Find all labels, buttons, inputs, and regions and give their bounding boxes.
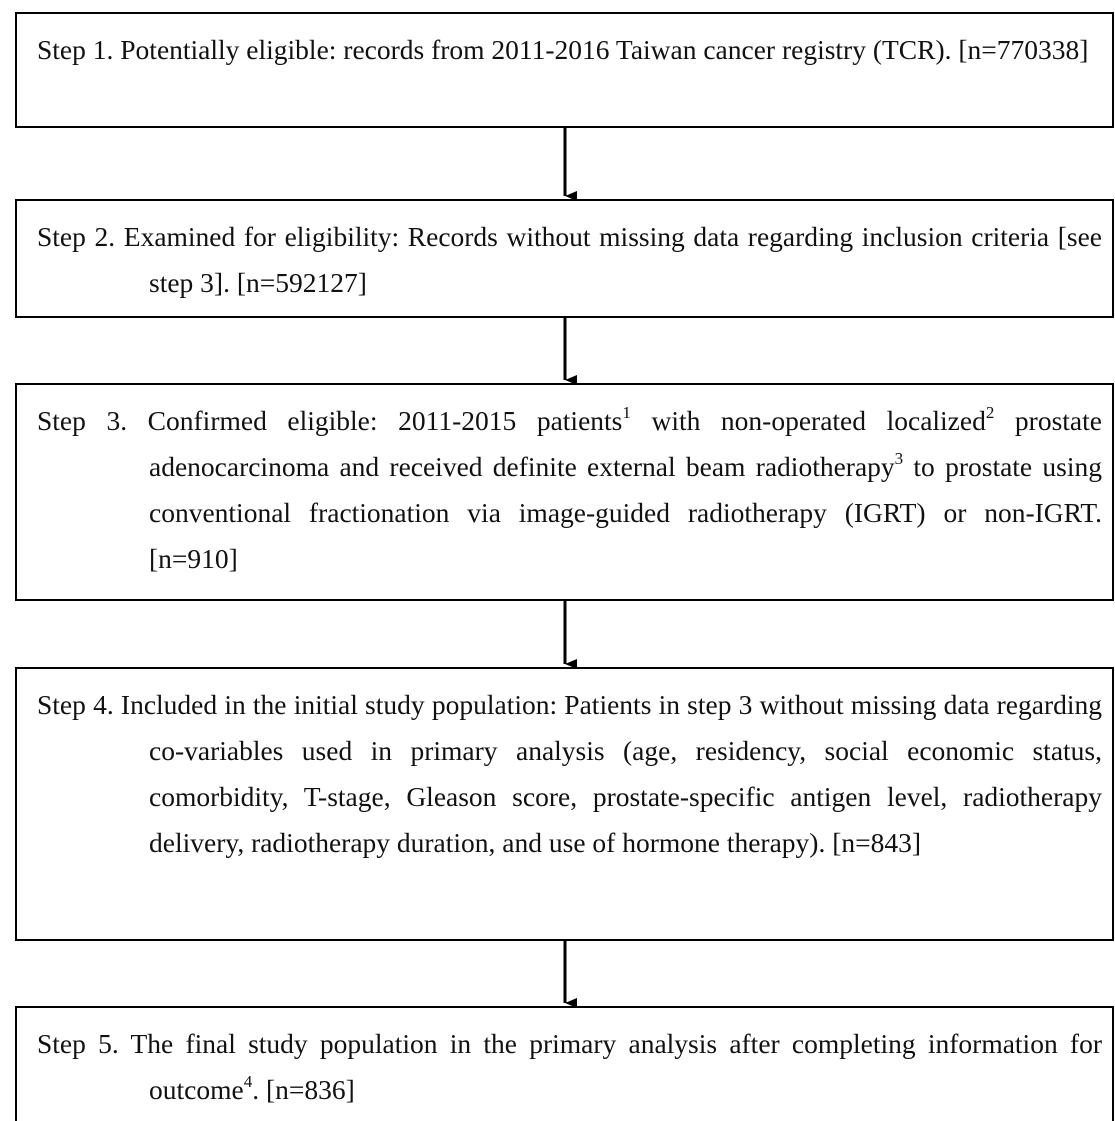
- step-text-part: Step 3. Confirmed eligible: 2011-2015 pa…: [37, 405, 623, 436]
- step-text: Step 3. Confirmed eligible: 2011-2015 pa…: [17, 385, 1112, 582]
- step-box: Step 2. Examined for eligibility: Record…: [15, 199, 1114, 318]
- step-text-part: with non-operated localized: [630, 405, 986, 436]
- step-text-part: to prostate using conventional fractiona…: [149, 451, 1102, 574]
- footnote-mark: 2: [985, 403, 995, 422]
- step-text: Step 1. Potentially eligible: records fr…: [17, 14, 1112, 73]
- step-text-part: prostate adenocarcinoma and received def…: [149, 405, 1102, 482]
- step-box: Step 4. Included in the initial study po…: [15, 667, 1114, 941]
- step-box: Step 5. The final study population in th…: [15, 1006, 1114, 1121]
- step-box: Step 1. Potentially eligible: records fr…: [15, 12, 1114, 128]
- step-text: Step 5. The final study population in th…: [17, 1008, 1112, 1113]
- step-text: Step 4. Included in the initial study po…: [17, 669, 1112, 866]
- step-text-part: . [n=836]: [252, 1074, 355, 1105]
- footnote-mark: 3: [894, 449, 904, 468]
- step-text-part: Step 2. Examined for eligibility: Record…: [37, 221, 1102, 298]
- footnote-mark: 4: [243, 1072, 253, 1091]
- step-text: Step 2. Examined for eligibility: Record…: [17, 201, 1112, 306]
- footnote-mark: 1: [622, 403, 631, 422]
- step-text-part: Step 4. Included in the initial study po…: [37, 689, 1102, 858]
- step-text-part: Step 1. Potentially eligible: records fr…: [37, 34, 1089, 65]
- step-text-part: Step 5. The final study population in th…: [37, 1028, 1102, 1105]
- step-box: Step 3. Confirmed eligible: 2011-2015 pa…: [15, 383, 1114, 601]
